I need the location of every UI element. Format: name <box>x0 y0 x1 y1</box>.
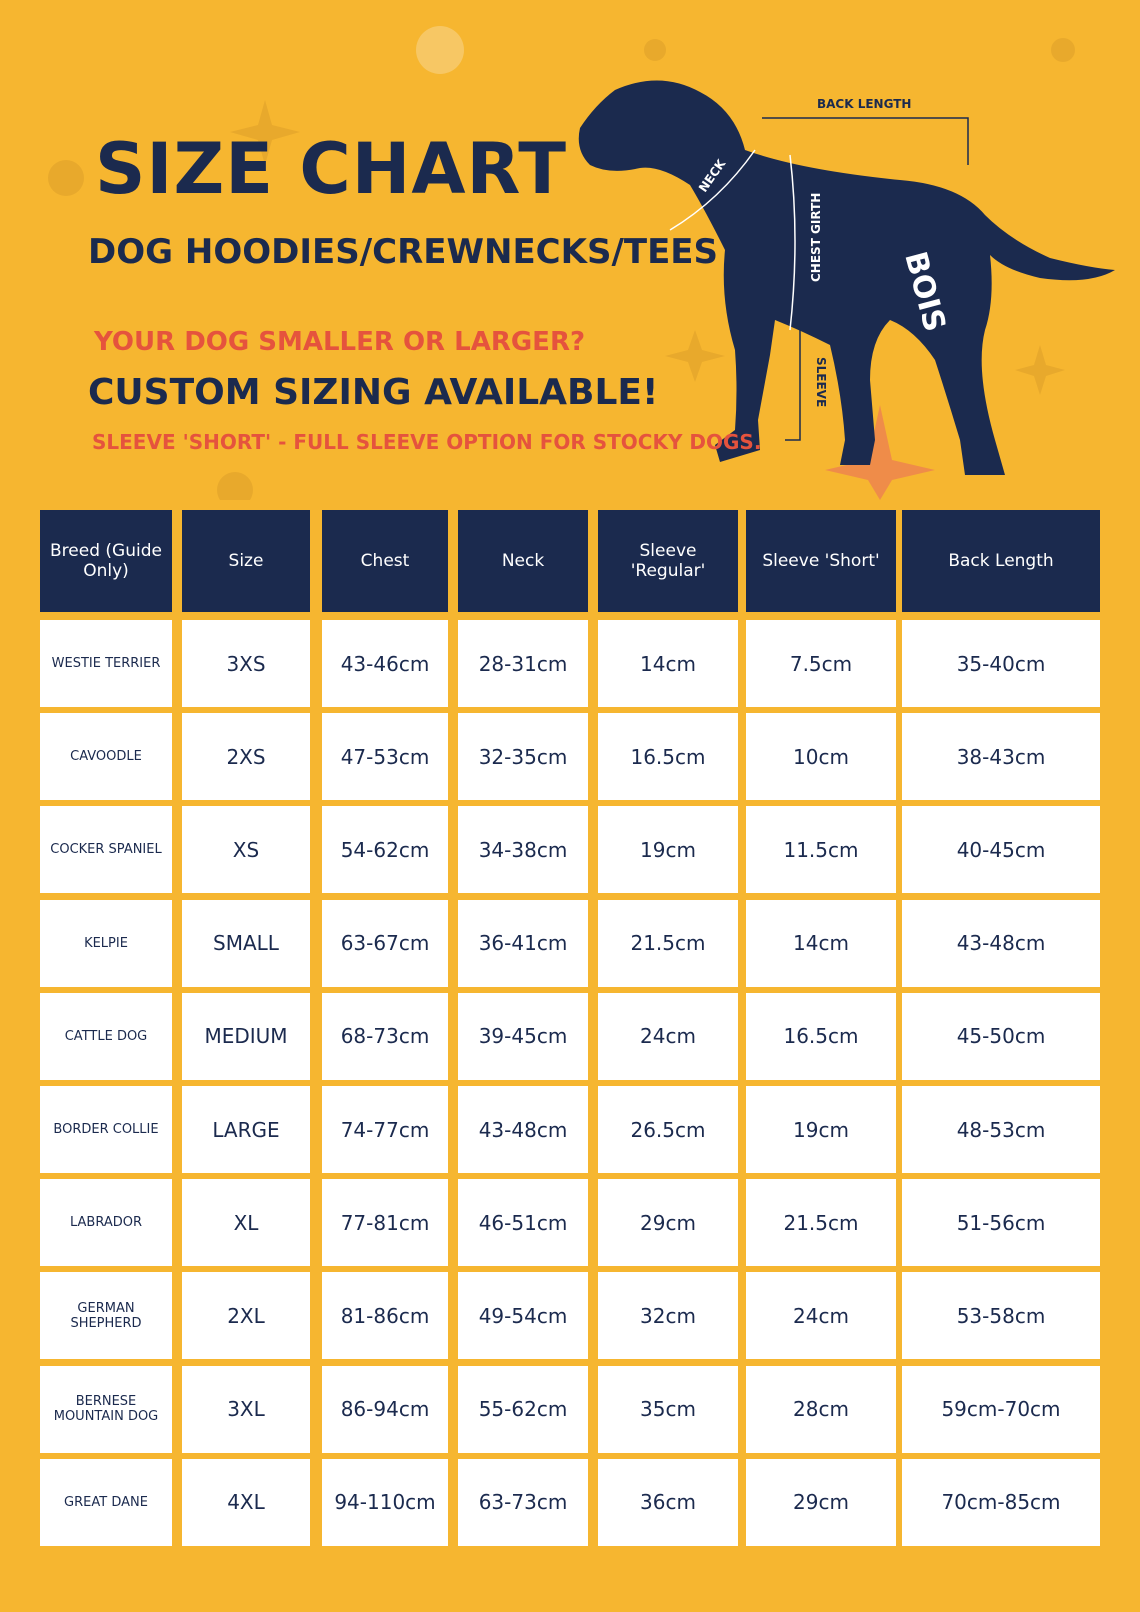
breed-cell: GERMAN SHEPHERD <box>40 1272 172 1360</box>
size-cell: 7.5cm <box>746 620 896 707</box>
size-cell: 2XL <box>182 1272 310 1360</box>
size-cell: 16.5cm <box>746 992 896 1080</box>
label-back-length: BACK LENGTH <box>817 97 911 111</box>
column-header: Sleeve 'Regular' <box>598 510 738 612</box>
size-cell: 53-58cm <box>902 1272 1100 1360</box>
size-cell: 16.5cm <box>598 713 738 801</box>
title: SIZE CHART <box>95 128 568 210</box>
size-cell: 28-31cm <box>458 620 588 707</box>
size-cell: 36-41cm <box>458 899 588 987</box>
size-cell: 63-73cm <box>458 1458 588 1546</box>
dog-silhouette <box>578 80 1115 475</box>
size-cell: 40-45cm <box>902 806 1100 894</box>
size-cell: 81-86cm <box>322 1272 448 1360</box>
size-cell: LARGE <box>182 1086 310 1173</box>
sleeve-note: SLEEVE 'SHORT' - FULL SLEEVE OPTION FOR … <box>92 430 762 454</box>
breed-cell: GREAT DANE <box>40 1458 172 1546</box>
size-cell: 70cm-85cm <box>902 1458 1100 1546</box>
size-cell: 43-48cm <box>902 899 1100 987</box>
size-cell: 28cm <box>746 1365 896 1453</box>
size-cell: 4XL <box>182 1458 310 1546</box>
size-cell: 38-43cm <box>902 713 1100 801</box>
size-cell: 46-51cm <box>458 1179 588 1267</box>
size-cell: 39-45cm <box>458 992 588 1080</box>
size-cell: 35-40cm <box>902 620 1100 707</box>
breed-cell: COCKER SPANIEL <box>40 806 172 894</box>
size-cell: 45-50cm <box>902 992 1100 1080</box>
size-cell: 48-53cm <box>902 1086 1100 1173</box>
size-cell: 10cm <box>746 713 896 801</box>
size-cell: 26.5cm <box>598 1086 738 1173</box>
size-cell: 63-67cm <box>322 899 448 987</box>
breed-cell: WESTIE TERRIER <box>40 620 172 707</box>
column-header: Breed (Guide Only) <box>40 510 172 612</box>
subtitle: DOG HOODIES/CREWNECKS/TEES <box>88 232 719 272</box>
size-cell: 21.5cm <box>746 1179 896 1267</box>
size-cell: 19cm <box>598 806 738 894</box>
label-sleeve: SLEEVE <box>814 357 828 407</box>
size-cell: 32-35cm <box>458 713 588 801</box>
breed-cell: BERNESE MOUNTAIN DOG <box>40 1365 172 1453</box>
size-cell: 24cm <box>746 1272 896 1360</box>
size-cell: 86-94cm <box>322 1365 448 1453</box>
size-cell: 47-53cm <box>322 713 448 801</box>
label-chest-girth: CHEST GIRTH <box>809 193 823 282</box>
size-cell: 29cm <box>746 1458 896 1546</box>
size-cell: 21.5cm <box>598 899 738 987</box>
size-cell: 43-46cm <box>322 620 448 707</box>
column-header: Sleeve 'Short' <box>746 510 896 612</box>
size-cell: 34-38cm <box>458 806 588 894</box>
question: YOUR DOG SMALLER OR LARGER? <box>94 327 586 357</box>
size-cell: MEDIUM <box>182 992 310 1080</box>
size-cell: XS <box>182 806 310 894</box>
breed-cell: CAVOODLE <box>40 713 172 801</box>
size-cell: 51-56cm <box>902 1179 1100 1267</box>
size-cell: 14cm <box>598 620 738 707</box>
custom-sizing: CUSTOM SIZING AVAILABLE! <box>88 372 659 413</box>
size-cell: 24cm <box>598 992 738 1080</box>
size-cell: 2XS <box>182 713 310 801</box>
column-header: Size <box>182 510 310 612</box>
column-header: Neck <box>458 510 588 612</box>
size-cell: 3XL <box>182 1365 310 1453</box>
size-cell: 55-62cm <box>458 1365 588 1453</box>
size-cell: 54-62cm <box>322 806 448 894</box>
size-cell: SMALL <box>182 899 310 987</box>
size-cell: 19cm <box>746 1086 896 1173</box>
size-cell: 29cm <box>598 1179 738 1267</box>
size-cell: 43-48cm <box>458 1086 588 1173</box>
size-cell: 68-73cm <box>322 992 448 1080</box>
size-cell: 74-77cm <box>322 1086 448 1173</box>
size-cell: 11.5cm <box>746 806 896 894</box>
size-cell: 36cm <box>598 1458 738 1546</box>
size-cell: 77-81cm <box>322 1179 448 1267</box>
size-cell: 3XS <box>182 620 310 707</box>
breed-cell: CATTLE DOG <box>40 992 172 1080</box>
breed-cell: BORDER COLLIE <box>40 1086 172 1173</box>
size-cell: 94-110cm <box>322 1458 448 1546</box>
decor: BACK LENGTH NECK CHEST GIRTH SLEEVE BOIS <box>48 26 1115 500</box>
size-cell: 35cm <box>598 1365 738 1453</box>
breed-cell: LABRADOR <box>40 1179 172 1267</box>
size-cell: 59cm-70cm <box>902 1365 1100 1453</box>
size-cell: 49-54cm <box>458 1272 588 1360</box>
size-cell: 14cm <box>746 899 896 987</box>
breed-cell: KELPIE <box>40 899 172 987</box>
column-header: Back Length <box>902 510 1100 612</box>
column-header: Chest <box>322 510 448 612</box>
size-cell: 32cm <box>598 1272 738 1360</box>
size-cell: XL <box>182 1179 310 1267</box>
